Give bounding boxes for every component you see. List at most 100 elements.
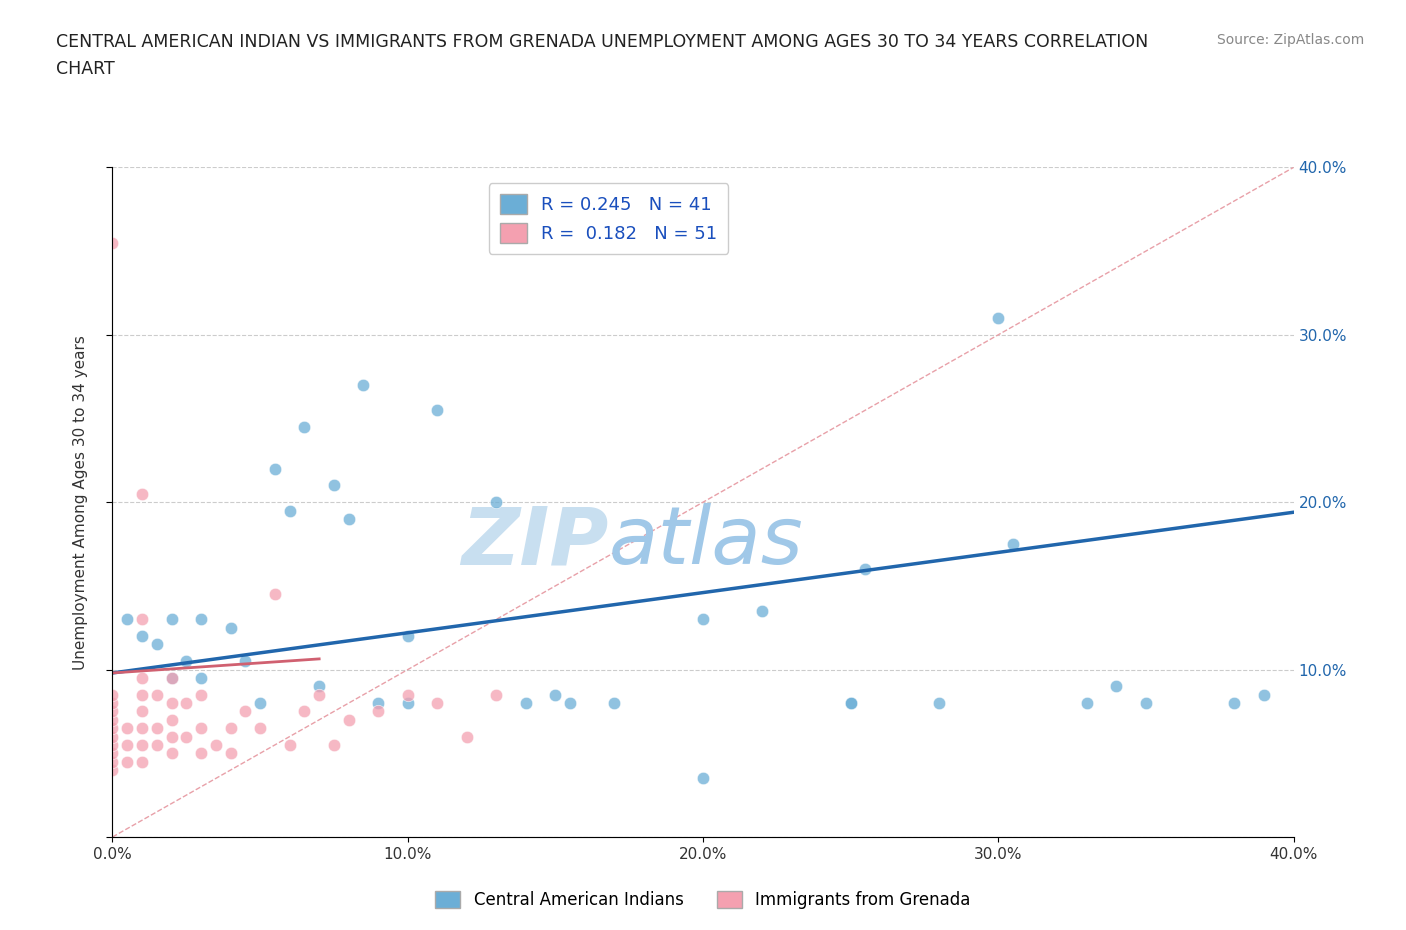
Point xyxy=(308,687,330,702)
Point xyxy=(101,704,124,719)
Point xyxy=(839,696,862,711)
Point xyxy=(1223,696,1246,711)
Point xyxy=(308,679,330,694)
Y-axis label: Unemployment Among Ages 30 to 34 years: Unemployment Among Ages 30 to 34 years xyxy=(73,335,89,670)
Point xyxy=(928,696,950,711)
Point xyxy=(190,721,212,736)
Legend: Central American Indians, Immigrants from Grenada: Central American Indians, Immigrants fro… xyxy=(427,883,979,917)
Point xyxy=(278,737,301,752)
Point xyxy=(190,612,212,627)
Point xyxy=(396,629,419,644)
Point xyxy=(1253,687,1275,702)
Point xyxy=(264,587,287,602)
Point xyxy=(101,746,124,761)
Point xyxy=(131,737,153,752)
Point xyxy=(367,704,389,719)
Point xyxy=(160,671,183,685)
Point xyxy=(485,687,508,702)
Point xyxy=(160,746,183,761)
Point xyxy=(190,671,212,685)
Point xyxy=(1076,696,1098,711)
Point xyxy=(855,562,877,577)
Point xyxy=(174,654,197,669)
Point xyxy=(160,671,183,685)
Point xyxy=(249,721,271,736)
Point xyxy=(101,696,124,711)
Point xyxy=(456,729,478,744)
Point xyxy=(1105,679,1128,694)
Point xyxy=(264,461,287,476)
Point xyxy=(396,687,419,702)
Point xyxy=(190,746,212,761)
Point xyxy=(160,696,183,711)
Point xyxy=(131,629,153,644)
Point xyxy=(219,746,242,761)
Point xyxy=(174,696,197,711)
Point xyxy=(131,486,153,501)
Point xyxy=(396,696,419,711)
Point xyxy=(190,687,212,702)
Point xyxy=(219,620,242,635)
Point xyxy=(249,696,271,711)
Point xyxy=(131,754,153,769)
Text: atlas: atlas xyxy=(609,503,803,581)
Point xyxy=(117,612,138,627)
Point xyxy=(839,696,862,711)
Point xyxy=(485,495,508,510)
Point xyxy=(117,754,138,769)
Point xyxy=(146,737,169,752)
Point xyxy=(278,503,301,518)
Point xyxy=(219,721,242,736)
Point xyxy=(117,737,138,752)
Point xyxy=(101,712,124,727)
Point xyxy=(101,235,124,250)
Point xyxy=(101,687,124,702)
Point xyxy=(160,729,183,744)
Point xyxy=(101,763,124,777)
Point xyxy=(101,721,124,736)
Point xyxy=(101,737,124,752)
Point xyxy=(692,612,714,627)
Point xyxy=(131,704,153,719)
Point xyxy=(558,696,582,711)
Point xyxy=(292,419,315,434)
Point xyxy=(174,729,197,744)
Point xyxy=(205,737,228,752)
Point xyxy=(603,696,626,711)
Point xyxy=(131,612,153,627)
Point xyxy=(1001,537,1024,551)
Point xyxy=(544,687,567,702)
Point xyxy=(292,704,315,719)
Point xyxy=(146,687,169,702)
Point xyxy=(426,696,449,711)
Text: Source: ZipAtlas.com: Source: ZipAtlas.com xyxy=(1216,33,1364,46)
Point xyxy=(337,512,360,526)
Point xyxy=(323,737,346,752)
Point xyxy=(987,311,1010,325)
Point xyxy=(117,721,138,736)
Point xyxy=(131,671,153,685)
Point xyxy=(1135,696,1157,711)
Point xyxy=(146,721,169,736)
Point xyxy=(692,771,714,786)
Point xyxy=(101,754,124,769)
Point xyxy=(426,403,449,418)
Text: ZIP: ZIP xyxy=(461,503,609,581)
Point xyxy=(515,696,537,711)
Point xyxy=(160,712,183,727)
Point xyxy=(131,687,153,702)
Point xyxy=(323,478,346,493)
Legend: R = 0.245   N = 41, R =  0.182   N = 51: R = 0.245 N = 41, R = 0.182 N = 51 xyxy=(489,183,728,254)
Text: CHART: CHART xyxy=(56,60,115,78)
Point xyxy=(352,378,374,392)
Point xyxy=(160,612,183,627)
Point xyxy=(131,721,153,736)
Point xyxy=(337,712,360,727)
Point xyxy=(367,696,389,711)
Point xyxy=(233,704,256,719)
Point xyxy=(751,604,773,618)
Point xyxy=(146,637,169,652)
Point xyxy=(233,654,256,669)
Point xyxy=(101,729,124,744)
Text: CENTRAL AMERICAN INDIAN VS IMMIGRANTS FROM GRENADA UNEMPLOYMENT AMONG AGES 30 TO: CENTRAL AMERICAN INDIAN VS IMMIGRANTS FR… xyxy=(56,33,1149,50)
